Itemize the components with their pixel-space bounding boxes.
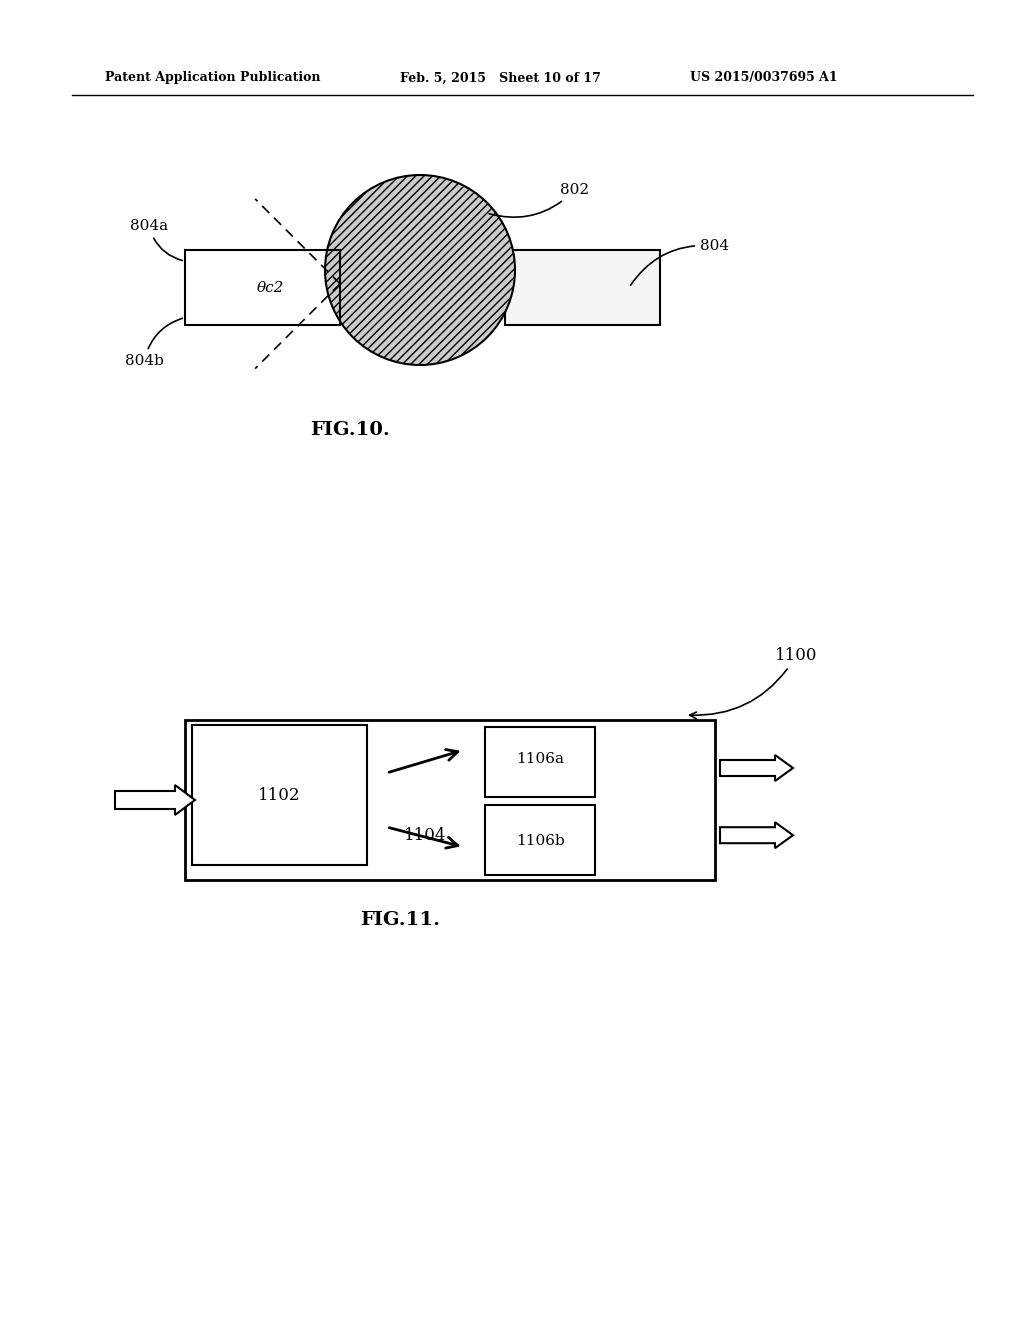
Text: US 2015/0037695 A1: US 2015/0037695 A1 xyxy=(690,71,838,84)
Text: 804b: 804b xyxy=(125,318,182,368)
Bar xyxy=(185,249,340,325)
Text: 802: 802 xyxy=(489,183,589,218)
Text: Feb. 5, 2015   Sheet 10 of 17: Feb. 5, 2015 Sheet 10 of 17 xyxy=(400,71,601,84)
Text: 1100: 1100 xyxy=(689,647,817,718)
Bar xyxy=(485,727,595,797)
Text: θc2: θc2 xyxy=(257,281,284,294)
Text: 804: 804 xyxy=(631,239,729,285)
Bar xyxy=(505,249,660,325)
Bar xyxy=(193,725,367,865)
Text: Patent Application Publication: Patent Application Publication xyxy=(105,71,321,84)
Bar xyxy=(185,719,715,880)
Text: 1104: 1104 xyxy=(403,826,446,843)
Text: FIG.10.: FIG.10. xyxy=(310,421,390,440)
Text: 804a: 804a xyxy=(130,219,182,260)
FancyArrow shape xyxy=(720,755,793,781)
Bar xyxy=(485,805,595,875)
Text: 1106a: 1106a xyxy=(516,752,564,766)
FancyArrow shape xyxy=(115,785,195,814)
Text: FIG.11.: FIG.11. xyxy=(360,911,440,929)
FancyArrow shape xyxy=(720,822,793,849)
Text: 1106b: 1106b xyxy=(516,834,564,847)
Text: 1102: 1102 xyxy=(258,787,301,804)
Circle shape xyxy=(325,176,515,366)
